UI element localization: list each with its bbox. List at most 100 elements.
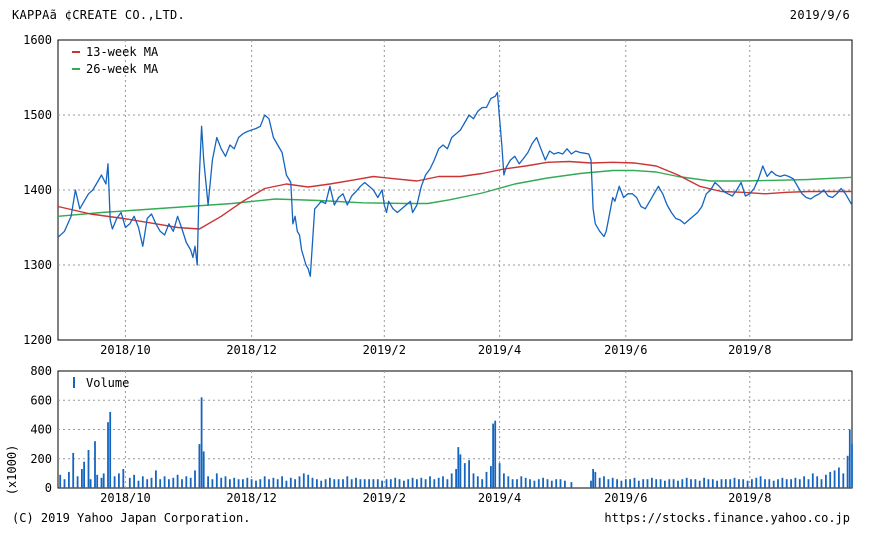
volume-bar (407, 479, 410, 488)
volume-bar (759, 476, 762, 488)
x-tick-label: 2019/6 (604, 343, 647, 357)
legend-label: 26-week MA (86, 62, 159, 76)
volume-bar (172, 477, 175, 488)
volume-bar (229, 479, 231, 488)
volume-bar (503, 473, 505, 488)
volume-bar (276, 479, 279, 488)
volume-bar (664, 480, 666, 488)
volume-bar (329, 477, 331, 488)
volume-bar (68, 471, 70, 488)
volume-bar (694, 479, 697, 488)
volume-bar (207, 476, 209, 488)
volume-bar (533, 480, 536, 488)
volume-bar (194, 470, 196, 488)
y-axis-label: (x1000) (5, 445, 19, 496)
volume-bar (363, 479, 366, 488)
volume-bar (220, 477, 223, 488)
volume-bar (133, 474, 135, 488)
volume-bar (333, 479, 336, 488)
volume-bar (724, 479, 727, 488)
volume-bar (211, 479, 214, 488)
copyright-text: (C) 2019 Yahoo Japan Corporation. (12, 511, 251, 525)
source-url[interactable]: https://stocks.finance.yahoo.co.jp (604, 511, 850, 525)
volume-bar (498, 463, 501, 488)
volume-bar (141, 476, 144, 488)
x-tick-label: 2018/12 (226, 491, 277, 505)
volume-bar (729, 479, 732, 488)
volume-bar (672, 479, 675, 488)
volume-bar (87, 450, 90, 488)
volume-bar (637, 480, 640, 488)
volume-bar (76, 476, 79, 488)
volume-bar (559, 479, 562, 488)
volume-bar (716, 480, 718, 488)
volume-bar (590, 480, 592, 488)
x-tick-label: 2019/4 (478, 343, 521, 357)
volume-bar (376, 479, 379, 488)
volume-bar (555, 479, 558, 488)
volume-bar (546, 479, 549, 488)
volume-bar (224, 476, 227, 488)
volume-bar (181, 479, 183, 488)
volume-bar (107, 422, 109, 488)
volume-bar (472, 473, 475, 488)
company-name: KAPPAã ¢CREATE CO.,LTD. (12, 8, 186, 22)
volume-bar (307, 474, 310, 488)
x-tick-label: 2018/10 (100, 343, 151, 357)
volume-bar (442, 476, 444, 488)
volume-bar (455, 469, 457, 488)
volume-bar (403, 480, 405, 488)
volume-bar (311, 477, 314, 488)
volume-bar (109, 411, 112, 488)
volume-bar (798, 479, 801, 488)
volume-bar (825, 474, 827, 488)
volume-bar (511, 479, 514, 488)
price-panel: 1200 1300 1400 1500 1600 2018/10 2018/12 2019/2… (23, 33, 853, 357)
volume-bar (242, 479, 244, 488)
x-tick-label: 2019/2 (363, 491, 406, 505)
volume-bar (289, 477, 292, 488)
volume-bar (359, 479, 362, 488)
volume-bar (720, 479, 723, 488)
volume-bar (685, 477, 688, 488)
volume-bar (677, 480, 679, 488)
volume-bar (128, 477, 131, 488)
volume-bar (463, 463, 466, 488)
volume-bar (785, 479, 788, 488)
volume-bar (113, 476, 116, 488)
volume-bar (659, 479, 662, 488)
volume-panel: 0 200 400 600 800 2018/10 2018/12 2019/2 2019/4 2… (5, 364, 853, 505)
volume-bar (520, 476, 523, 488)
volume-bar (346, 476, 349, 488)
volume-bar (516, 479, 518, 488)
plot-frame (57, 39, 853, 341)
volume-bar (768, 479, 771, 488)
volume-bar (494, 420, 497, 488)
volume-bar (433, 479, 436, 488)
volume-bar (176, 474, 179, 488)
volume-bar (803, 476, 805, 488)
volume-bar (690, 479, 692, 488)
volume-bar (337, 479, 340, 488)
volume-bar (564, 480, 566, 488)
x-tick-label: 2018/12 (226, 343, 277, 357)
volume-bar (263, 476, 266, 488)
volume-bar (59, 474, 62, 488)
volume-bar (668, 479, 671, 488)
volume-bar (633, 477, 636, 488)
volume-bar (681, 479, 684, 488)
price-line (57, 91, 853, 277)
legend-label: Volume (86, 376, 129, 390)
volume-bar (259, 479, 262, 488)
volume-bar (570, 482, 573, 488)
volume-bar (146, 479, 149, 488)
y-tick-label: 1500 (23, 108, 52, 122)
volume-bar (846, 455, 849, 488)
volume-bar (468, 460, 470, 488)
volume-bar (389, 479, 392, 488)
x-tick-label: 2019/2 (363, 343, 406, 357)
volume-bar (764, 479, 766, 488)
volume-bar (416, 479, 418, 488)
volume-bar (198, 444, 201, 488)
volume-bar (246, 477, 249, 488)
